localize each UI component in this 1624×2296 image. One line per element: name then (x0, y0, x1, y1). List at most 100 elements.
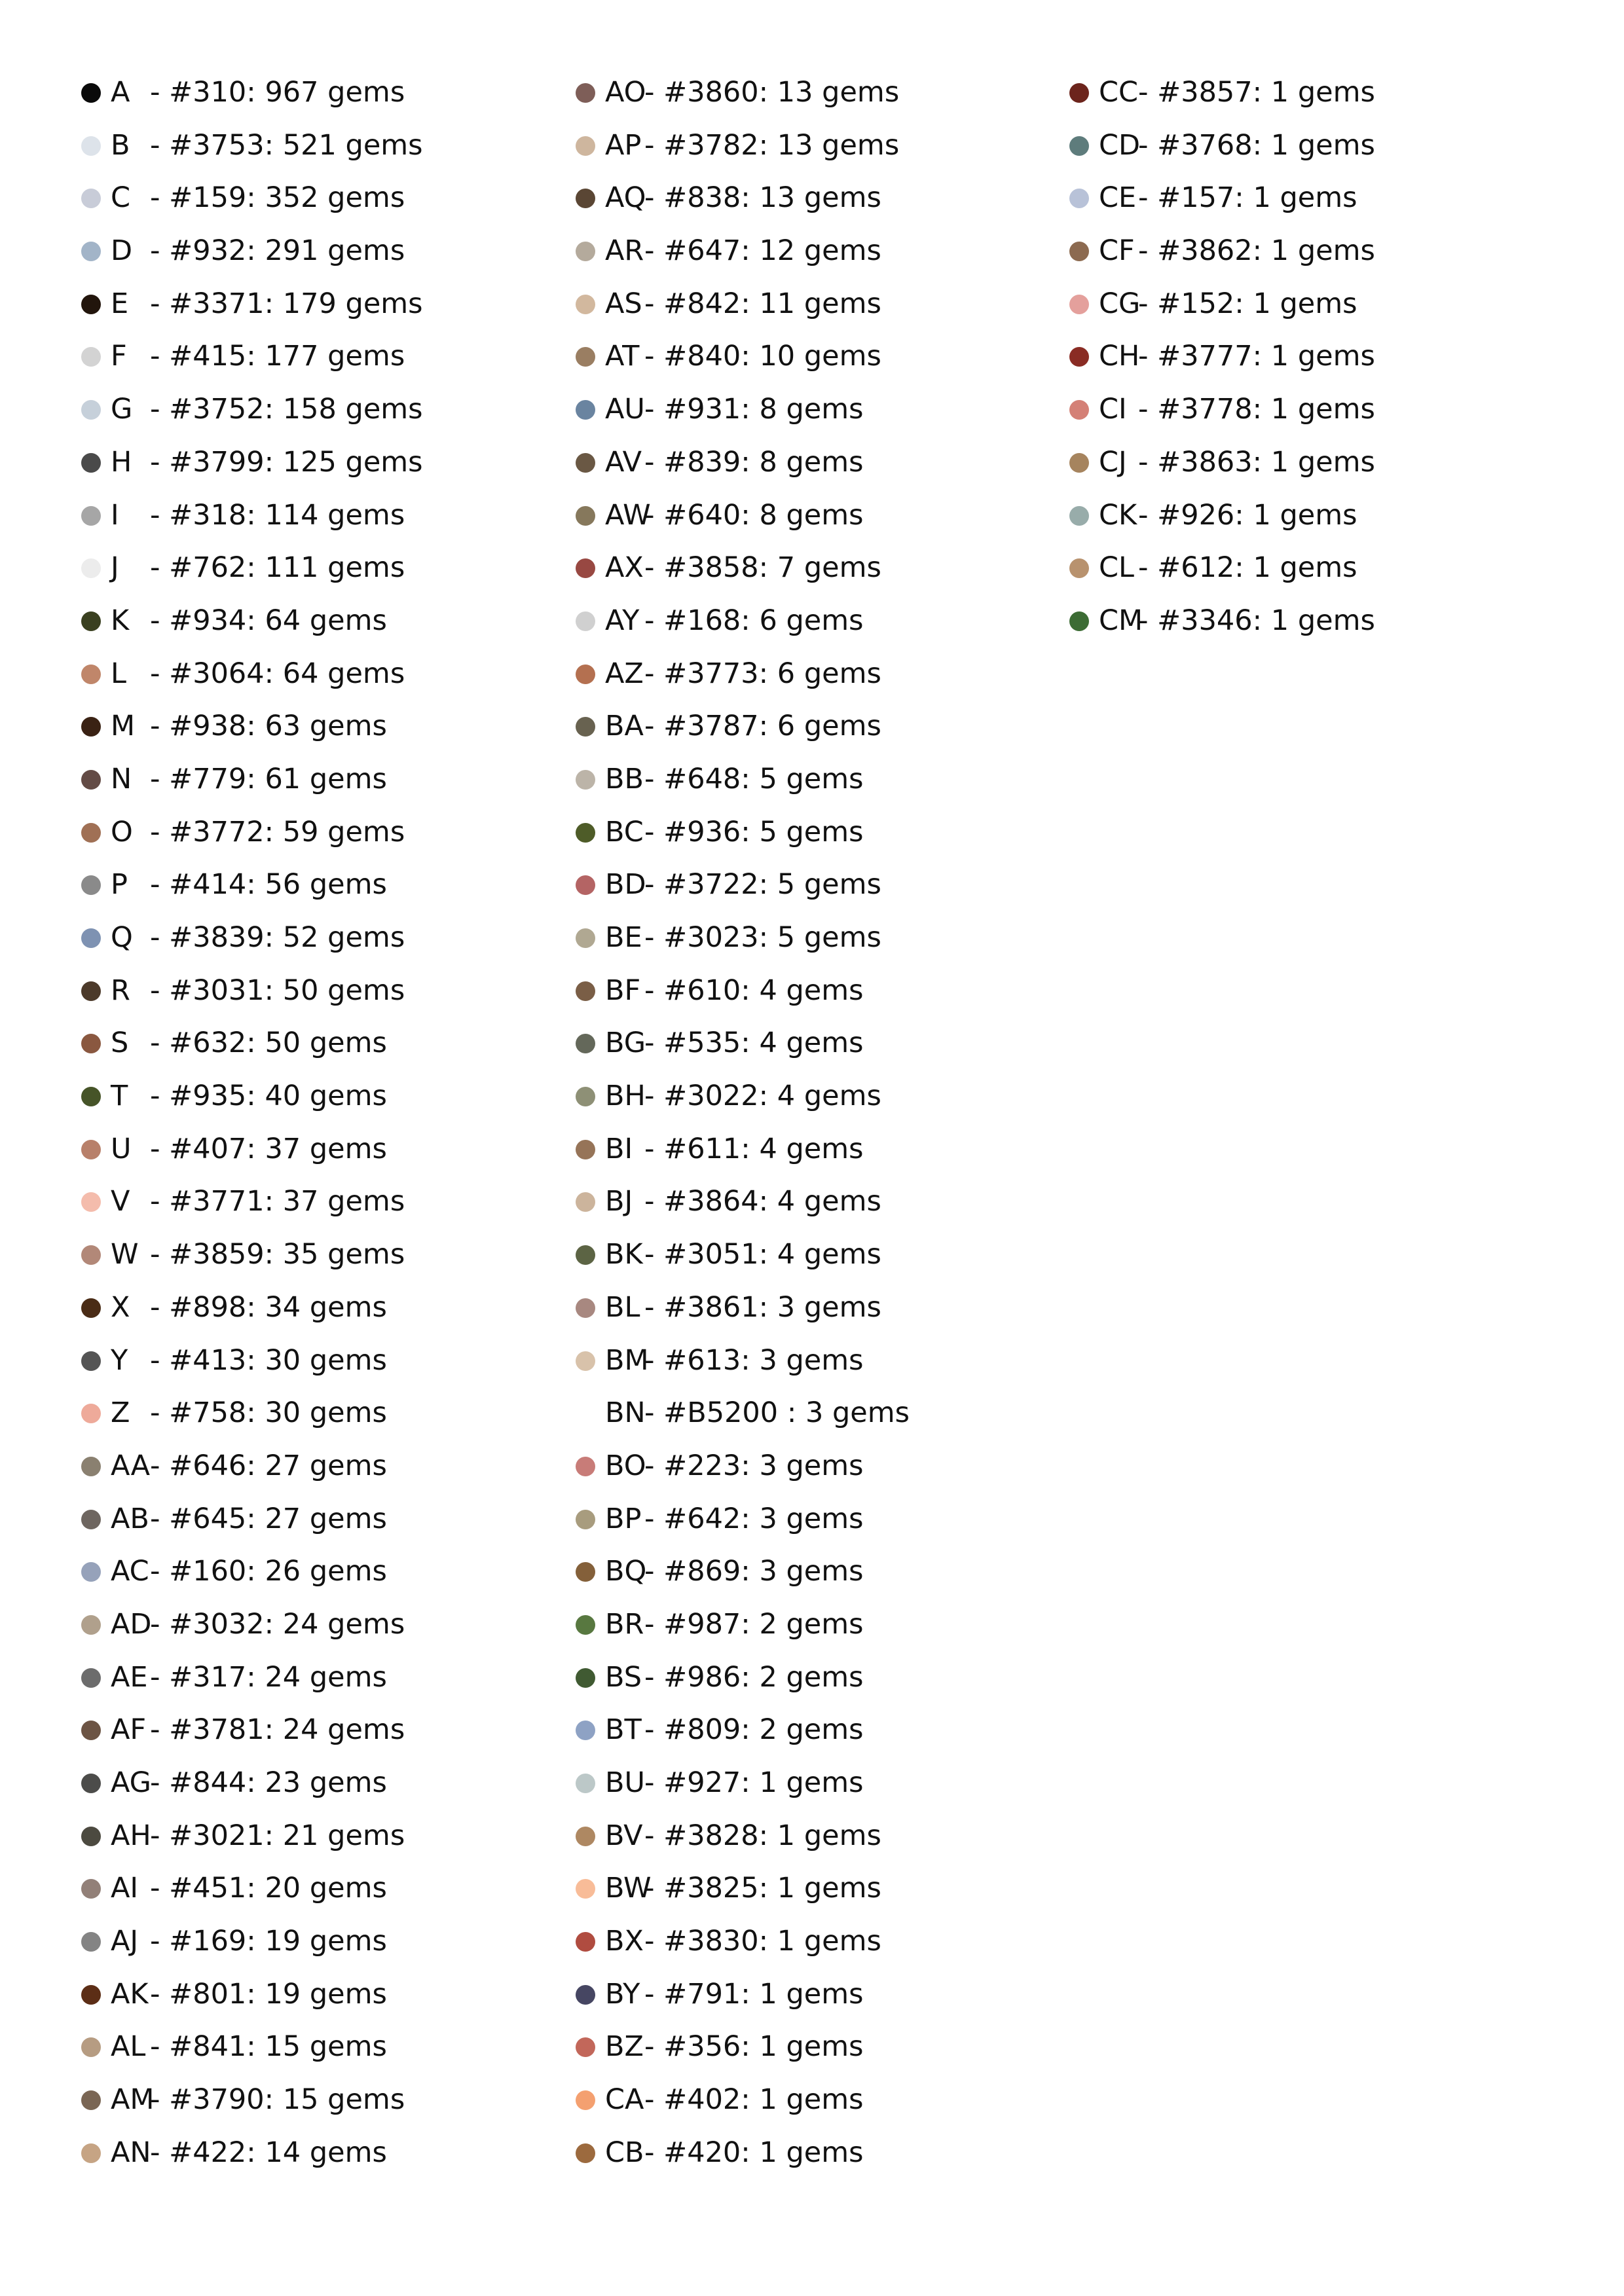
color-swatch-icon (81, 875, 101, 896)
thread-count-label: - #3860: 13 gems (644, 76, 900, 109)
symbol-code: BP (605, 1502, 642, 1535)
color-swatch-icon (81, 1404, 101, 1424)
color-swatch-icon (81, 242, 101, 262)
color-swatch-icon (576, 2090, 595, 2111)
color-swatch-icon (576, 1351, 595, 1371)
symbol-code: CE (1099, 181, 1137, 215)
thread-count-label: - #842: 11 gems (644, 287, 881, 320)
thread-count-label: - #640: 8 gems (644, 498, 864, 532)
color-swatch-icon (1069, 136, 1089, 156)
thread-count-label: - #223: 3 gems (644, 1449, 864, 1482)
thread-count-label: - #934: 64 gems (150, 604, 387, 637)
thread-count-label: - #3772: 59 gems (150, 815, 405, 848)
symbol-code: BI (605, 1132, 633, 1165)
color-swatch-icon (81, 136, 101, 156)
symbol-code: AJ (111, 1925, 139, 1958)
symbol-code: BX (605, 1925, 644, 1958)
symbol-code: R (111, 974, 130, 1007)
thread-count-label: - #645: 27 gems (150, 1502, 387, 1535)
color-swatch-icon (576, 400, 595, 420)
color-swatch-icon (81, 505, 101, 526)
thread-count-label: - #310: 967 gems (150, 76, 405, 109)
thread-count-label: - #3839: 52 gems (150, 921, 405, 954)
thread-count-label: - #3771: 37 gems (150, 1185, 405, 1218)
color-swatch-icon (81, 1139, 101, 1159)
color-swatch-icon (576, 558, 595, 579)
symbol-code: BK (605, 1238, 643, 1271)
symbol-code: AA (111, 1449, 151, 1482)
color-swatch-icon (576, 1245, 595, 1266)
color-swatch-icon (576, 189, 595, 209)
thread-count-label: - #779: 61 gems (150, 762, 387, 795)
thread-count-label: - #791: 1 gems (644, 1977, 864, 2011)
thread-count-label: - #931: 8 gems (644, 393, 864, 426)
thread-count-label: - #3778: 1 gems (1138, 393, 1375, 426)
thread-count-label: - #647: 12 gems (644, 234, 881, 268)
color-swatch-icon (576, 1879, 595, 1899)
color-swatch-icon (1069, 294, 1089, 314)
thread-count-label: - #646: 27 gems (150, 1449, 387, 1482)
color-swatch-icon (576, 1509, 595, 1529)
thread-count-label: - #927: 1 gems (644, 1766, 864, 1799)
symbol-code: CC (1099, 76, 1139, 109)
color-swatch-icon (81, 1879, 101, 1899)
color-swatch-icon (576, 717, 595, 737)
symbol-code: BF (605, 974, 641, 1007)
symbol-code: AK (111, 1977, 149, 2011)
symbol-code: CH (1099, 340, 1140, 373)
symbol-code: BT (605, 1713, 642, 1747)
thread-count-label: - #926: 1 gems (1138, 498, 1357, 532)
symbol-code: Q (111, 921, 133, 954)
thread-count-label: - #987: 2 gems (644, 1607, 864, 1641)
thread-count-label: - #3782: 13 gems (644, 128, 900, 162)
thread-count-label: - #451: 20 gems (150, 1872, 387, 1905)
color-swatch-icon (1069, 558, 1089, 579)
color-swatch-icon (576, 83, 595, 103)
symbol-code: BQ (605, 1555, 647, 1588)
thread-count-label: - #801: 19 gems (150, 1977, 387, 2011)
color-swatch-icon (81, 981, 101, 1001)
thread-count-label: - #839: 8 gems (644, 445, 864, 479)
color-swatch-icon (576, 1984, 595, 2005)
symbol-code: AH (111, 1819, 151, 1852)
symbol-code: AC (111, 1555, 149, 1588)
symbol-code: AS (605, 287, 642, 320)
symbol-code: N (111, 762, 132, 795)
color-swatch-icon (576, 1192, 595, 1212)
symbol-code: Y (111, 1343, 128, 1377)
thread-count-label: - #413: 30 gems (150, 1343, 387, 1377)
thread-count-label: - #844: 23 gems (150, 1766, 387, 1799)
symbol-code: AM (111, 2083, 155, 2117)
thread-count-label: - #3861: 3 gems (644, 1290, 881, 1324)
color-swatch-icon (81, 1351, 101, 1371)
color-swatch-icon (576, 294, 595, 314)
symbol-code: AY (605, 604, 640, 637)
color-swatch-icon (576, 505, 595, 526)
symbol-code: BV (605, 1819, 643, 1852)
color-swatch-icon (81, 611, 101, 631)
color-swatch-icon (576, 1774, 595, 1793)
thread-count-label: - #758: 30 gems (150, 1396, 387, 1430)
color-swatch-icon (81, 2037, 101, 2058)
color-swatch-icon (81, 2090, 101, 2111)
symbol-code: BM (605, 1343, 649, 1377)
color-swatch-icon (576, 347, 595, 367)
symbol-code: AN (111, 2136, 151, 2169)
symbol-code: CA (605, 2083, 644, 2117)
color-swatch-icon (576, 242, 595, 262)
symbol-code: BC (605, 815, 644, 848)
symbol-code: AP (605, 128, 642, 162)
symbol-code: AZ (605, 657, 644, 690)
symbol-code: AU (605, 393, 645, 426)
thread-count-label: - #3787: 6 gems (644, 710, 881, 743)
symbol-code: E (111, 287, 129, 320)
thread-count-label: - #3773: 6 gems (644, 657, 881, 690)
thread-count-label: - #3064: 64 gems (150, 657, 405, 690)
thread-count-label: - #3863: 1 gems (1138, 445, 1375, 479)
thread-count-label: - #612: 1 gems (1138, 551, 1357, 585)
thread-count-label: - #613: 3 gems (644, 1343, 864, 1377)
symbol-code: AO (605, 76, 646, 109)
symbol-code: S (111, 1027, 129, 1060)
color-swatch-icon (81, 189, 101, 209)
color-swatch-icon (576, 1614, 595, 1635)
